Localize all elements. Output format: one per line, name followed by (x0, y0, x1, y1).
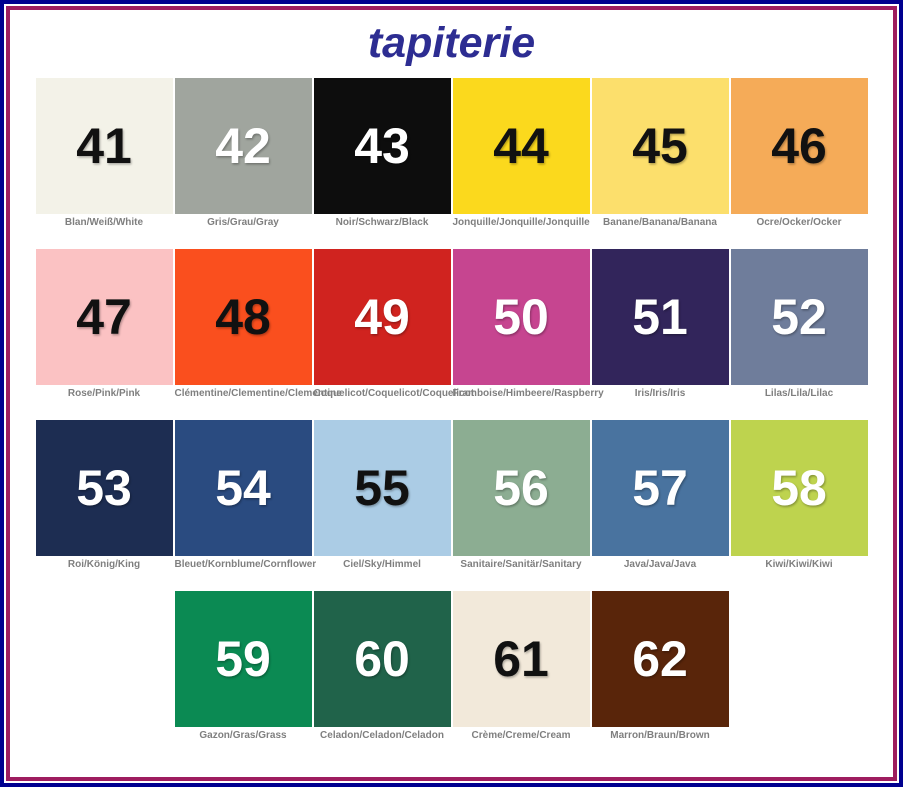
swatch-label: Banane/Banana/Banana (603, 217, 717, 228)
swatch-number: 44 (493, 118, 549, 174)
color-swatch-cell: 44 Jonquille/Jonquille/Jonquille (452, 78, 590, 230)
swatch-label: Celadon/Celadon/Celadon (320, 730, 444, 741)
swatch-number: 48 (215, 289, 271, 345)
swatch-number: 43 (354, 118, 410, 174)
color-swatch: 62 (591, 591, 729, 727)
color-swatch-cell: 42 Gris/Grau/Gray (174, 78, 312, 230)
swatch-number: 41 (76, 118, 132, 174)
swatch-label: Gris/Grau/Gray (207, 217, 279, 228)
color-swatch-cell: 51 Iris/Iris/Iris (591, 249, 729, 401)
color-swatch: 60 (313, 591, 451, 727)
color-swatch-cell: 46 Ocre/Ocker/Ocker (730, 78, 868, 230)
color-swatch-cell: 57 Java/Java/Java (591, 420, 729, 572)
swatch-number: 54 (215, 460, 271, 516)
swatch-label: Kiwi/Kiwi/Kiwi (765, 559, 833, 570)
swatch-label: Ocre/Ocker/Ocker (756, 217, 842, 228)
color-swatch: 51 (591, 249, 729, 385)
color-swatch: 57 (591, 420, 729, 556)
swatch-number: 45 (632, 118, 688, 174)
color-swatch: 46 (730, 78, 868, 214)
swatch-number: 49 (354, 289, 410, 345)
swatch-row: 59 Gazon/Gras/Grass 60 Celadon/Celadon/Cela… (10, 591, 893, 743)
color-swatch: 47 (35, 249, 173, 385)
swatch-number: 46 (771, 118, 827, 174)
color-swatch-cell: 49 Coquelicot/Coquelicot/Coquelicot (313, 249, 475, 401)
swatch-label: Bleuet/Kornblume/Cornflower (174, 559, 317, 570)
color-swatch: 54 (174, 420, 312, 556)
swatch-number: 42 (215, 118, 271, 174)
color-swatch: 53 (35, 420, 173, 556)
color-swatch-cell: 41 Blan/Weiß/White (35, 78, 173, 230)
color-swatch: 41 (35, 78, 173, 214)
color-swatch-cell: 59 Gazon/Gras/Grass (174, 591, 312, 743)
color-swatch-cell: 58 Kiwi/Kiwi/Kiwi (730, 420, 868, 572)
swatch-number: 56 (493, 460, 549, 516)
swatch-label: Java/Java/Java (623, 559, 697, 570)
page-title: tapiterie (367, 19, 536, 67)
swatch-row: 41 Blan/Weiß/White 42 Gris/Grau/Gray 43 Noir/… (10, 78, 893, 230)
color-swatch-cell: 43 Noir/Schwarz/Black (313, 78, 451, 230)
swatch-label: Roi/König/King (67, 559, 141, 570)
swatch-label: Noir/Schwarz/Black (335, 217, 429, 228)
color-swatch-cell: 47 Rose/Pink/Pink (35, 249, 173, 401)
color-swatch: 44 (452, 78, 590, 214)
swatch-label: Blan/Weiß/White (64, 217, 144, 228)
color-swatch: 55 (313, 420, 451, 556)
color-swatch-cell: 54 Bleuet/Kornblume/Cornflower (174, 420, 317, 572)
swatch-number: 51 (632, 289, 688, 345)
color-swatch: 56 (452, 420, 590, 556)
swatch-label: Coquelicot/Coquelicot/Coquelicot (313, 388, 475, 399)
color-swatch: 45 (591, 78, 729, 214)
swatch-number: 60 (354, 631, 410, 687)
swatch-row: 53 Roi/König/King 54 Bleuet/Kornblume/Cornf… (10, 420, 893, 572)
color-swatch: 59 (174, 591, 312, 727)
swatch-number: 53 (76, 460, 132, 516)
swatch-number: 62 (632, 631, 688, 687)
swatch-number: 52 (771, 289, 827, 345)
inner-border-frame: tapiterie 41 Blan/Weiß/White 42 Gris/Grau/G… (6, 6, 897, 781)
swatch-label: Rose/Pink/Pink (67, 388, 141, 399)
color-swatch-cell: 56 Sanitaire/Sanitär/Sanitary (452, 420, 590, 572)
swatch-label: Crème/Creme/Cream (471, 730, 571, 741)
swatch-label: Clémentine/Clementine/Clementine (174, 388, 342, 399)
swatch-number: 55 (354, 460, 410, 516)
color-swatch-cell: 61 Crème/Creme/Cream (452, 591, 590, 743)
color-swatch: 42 (174, 78, 312, 214)
color-swatch-cell: 53 Roi/König/King (35, 420, 173, 572)
color-swatch: 52 (730, 249, 868, 385)
color-swatch-cell: 60 Celadon/Celadon/Celadon (313, 591, 451, 743)
swatch-row: 47 Rose/Pink/Pink 48 Clémentine/Clementine/… (10, 249, 893, 401)
swatch-number: 47 (76, 289, 132, 345)
swatch-label: Gazon/Gras/Grass (199, 730, 287, 741)
color-swatch-cell: 48 Clémentine/Clementine/Clementine (174, 249, 342, 401)
swatch-label: Lilas/Lila/Lilac (764, 388, 834, 399)
color-swatch-cell: 52 Lilas/Lila/Lilac (730, 249, 868, 401)
color-swatch: 48 (174, 249, 312, 385)
color-swatch-cell: 62 Marron/Braun/Brown (591, 591, 729, 743)
color-swatch: 43 (313, 78, 451, 214)
swatch-label: Framboise/Himbeere/Raspberry (452, 388, 604, 399)
swatch-label: Marron/Braun/Brown (610, 730, 710, 741)
color-swatch: 49 (313, 249, 451, 385)
color-swatch-cell: 55 Ciel/Sky/Himmel (313, 420, 451, 572)
color-swatch: 50 (452, 249, 590, 385)
color-swatch-grid: 41 Blan/Weiß/White 42 Gris/Grau/Gray 43 Noir/… (10, 78, 893, 743)
swatch-number: 57 (632, 460, 688, 516)
swatch-number: 58 (771, 460, 827, 516)
swatch-label: Jonquille/Jonquille/Jonquille (452, 217, 590, 228)
swatch-label: Ciel/Sky/Himmel (343, 559, 421, 570)
swatch-number: 61 (493, 631, 549, 687)
color-swatch-cell: 50 Framboise/Himbeere/Raspberry (452, 249, 604, 401)
swatch-label: Iris/Iris/Iris (634, 388, 686, 399)
color-swatch: 61 (452, 591, 590, 727)
swatch-number: 50 (493, 289, 549, 345)
color-swatch-cell: 45 Banane/Banana/Banana (591, 78, 729, 230)
swatch-number: 59 (215, 631, 271, 687)
swatch-label: Sanitaire/Sanitär/Sanitary (460, 559, 582, 570)
color-swatch: 58 (730, 420, 868, 556)
